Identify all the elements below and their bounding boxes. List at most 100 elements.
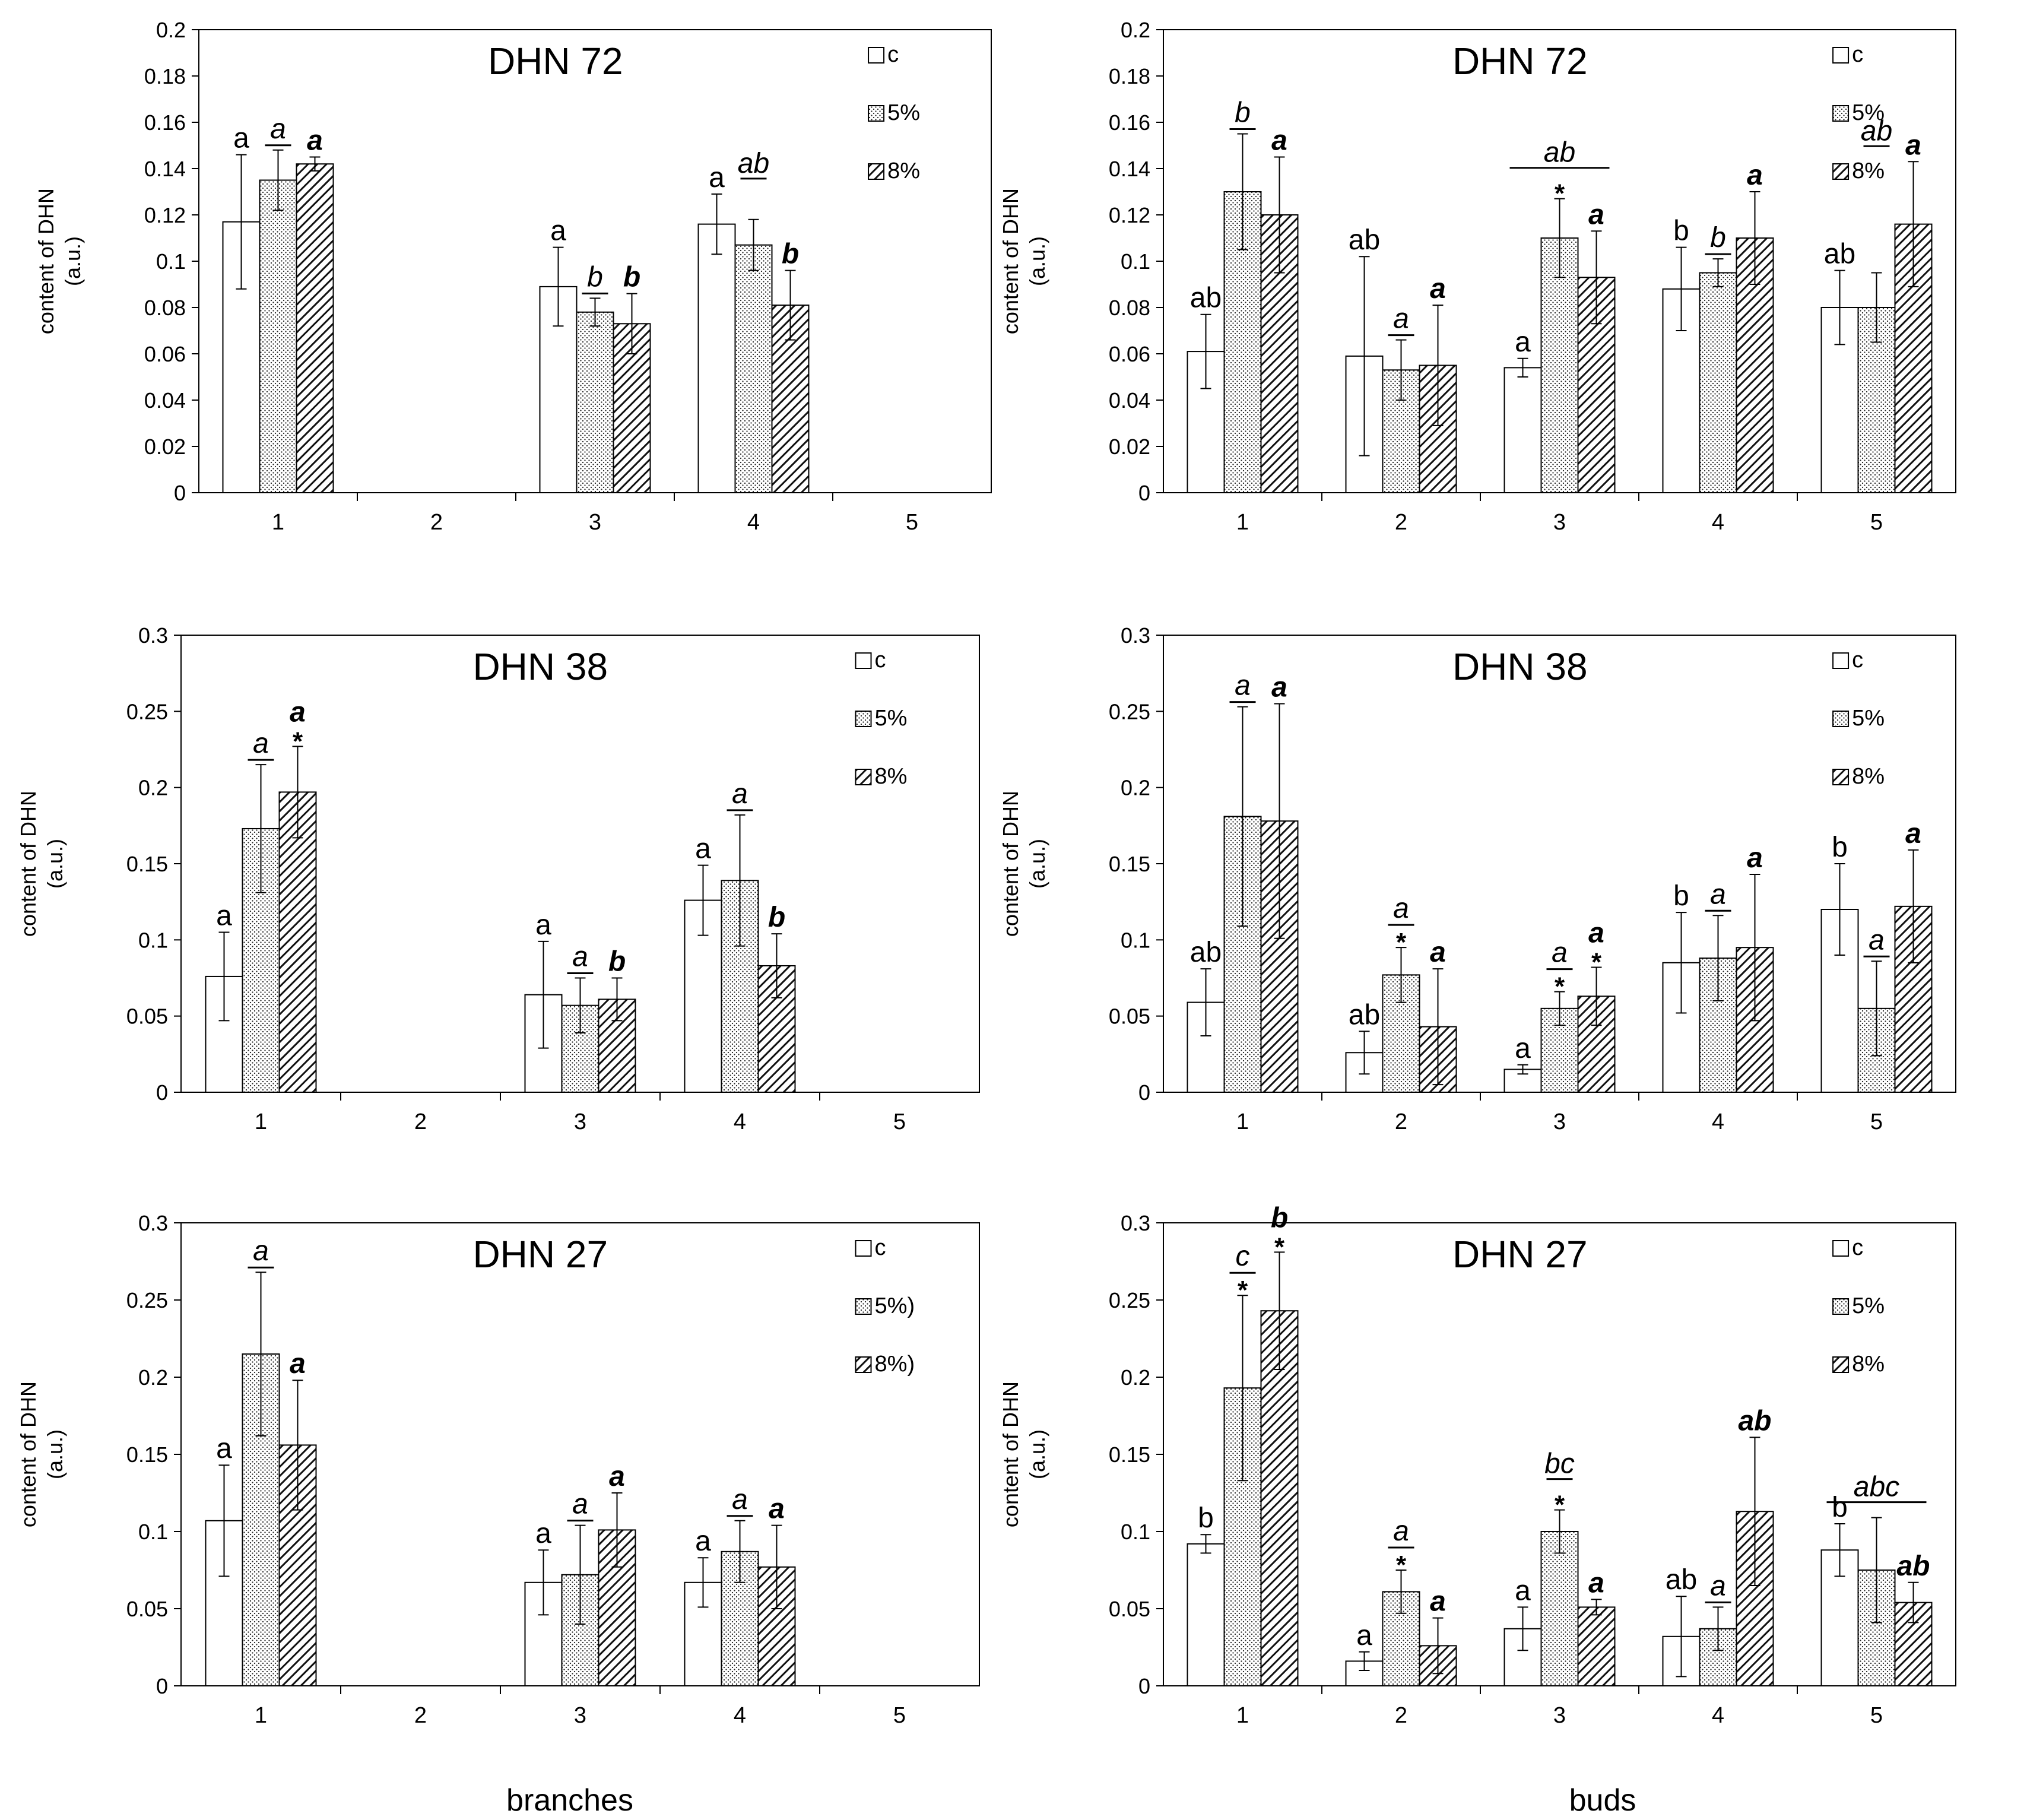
legend-label: c — [875, 648, 886, 673]
group-letter: a — [1588, 1567, 1604, 1599]
bar-8%-2 — [1419, 364, 1457, 493]
y-axis-label-units: (a.u.) — [1025, 839, 1049, 889]
significance-star: * — [293, 727, 303, 756]
group-letter: a — [1515, 1575, 1531, 1606]
x-tick-label: 5 — [1870, 1109, 1883, 1134]
group-letter: a — [572, 1489, 588, 1520]
span-letter: ab — [1861, 115, 1892, 147]
y-tick-label: 0.25 — [126, 1288, 168, 1312]
group-letter: a — [1271, 125, 1287, 157]
y-tick-label: 0.05 — [1109, 1004, 1150, 1029]
group-letter: a — [1515, 1033, 1531, 1064]
bar-c-3 — [1503, 367, 1542, 494]
x-tick-label: 2 — [1395, 1109, 1407, 1134]
y-tick-label: 0.3 — [1121, 1211, 1150, 1235]
x-tick-label: 3 — [1553, 510, 1566, 535]
y-tick-label: 0.15 — [1109, 1442, 1150, 1467]
legend-label: c — [1852, 42, 1863, 67]
x-tick-label: 4 — [1712, 1703, 1724, 1728]
y-tick-label: 0.15 — [1109, 852, 1150, 876]
legend-label: c — [887, 42, 899, 67]
bar-5%-4 — [1699, 272, 1737, 493]
group-letter: a — [1588, 918, 1604, 949]
y-axis-label: content of DHN — [16, 1381, 40, 1527]
legend-label: 8% — [1852, 158, 1885, 183]
y-tick-label: 0.2 — [1121, 1365, 1150, 1390]
group-letter: a — [1552, 937, 1568, 969]
charts-layer: 00.020.040.060.080.10.120.140.160.180.2c… — [16, 18, 1956, 1728]
y-tick-label: 0.25 — [1109, 699, 1150, 724]
legend-swatch — [855, 652, 872, 669]
group-letter: a — [1430, 937, 1446, 968]
group-letter: b — [1832, 1492, 1848, 1523]
y-tick-label: 0 — [156, 1080, 168, 1105]
y-tick-label: 0.3 — [138, 1211, 168, 1235]
significance-star: * — [1274, 1232, 1285, 1261]
group-letter: a — [270, 113, 286, 145]
legend-swatch — [1832, 1240, 1850, 1257]
legend-label: 8% — [1852, 764, 1885, 789]
group-letter: ab — [1738, 1405, 1771, 1437]
y-axis-label: content of DHN — [998, 791, 1023, 937]
legend-swatch — [1832, 105, 1850, 122]
x-tick-label: 5 — [1870, 510, 1883, 535]
x-tick-label: 5 — [893, 1703, 906, 1728]
legend-label: c — [1852, 1235, 1863, 1260]
legend-label: 5% — [1852, 706, 1885, 731]
x-tick-label: 3 — [1553, 1109, 1566, 1134]
bar-5%-3 — [1540, 1531, 1579, 1686]
y-tick-label: 0.05 — [126, 1004, 168, 1029]
y-tick-label: 0.2 — [1121, 18, 1150, 42]
group-letter: b — [608, 946, 626, 978]
group-letter: b — [587, 261, 603, 293]
group-letter: a — [1393, 1515, 1409, 1547]
group-letter: ab — [1349, 224, 1380, 256]
chart-title: DHN 38 — [472, 645, 608, 688]
y-tick-label: 0.18 — [144, 64, 186, 88]
group-letter: b — [1198, 1502, 1214, 1534]
y-tick-label: 0.16 — [1109, 110, 1150, 135]
group-letter: b — [1673, 880, 1689, 912]
significance-star: * — [1396, 1551, 1407, 1580]
y-tick-label: 0.02 — [1109, 435, 1150, 459]
group-letter: a — [1515, 326, 1531, 358]
legend-swatch — [855, 1240, 872, 1257]
legend-label: 5%) — [875, 1293, 915, 1318]
chart-dhn38-branches: 0 0.05 0.1 0.15 0.2 0.25 0.3 content of DHN (a.u… — [16, 623, 980, 1134]
y-tick-label: 0.3 — [138, 623, 168, 648]
legend-swatch — [1832, 769, 1850, 785]
legend-label: 8% — [875, 764, 908, 789]
y-tick-label: 0.05 — [1109, 1597, 1150, 1621]
y-tick-label: 0.16 — [144, 110, 186, 135]
legend-swatch — [868, 105, 885, 122]
group-letter: a — [216, 901, 232, 932]
y-tick-label: 0.18 — [1109, 64, 1150, 88]
group-letter: a — [1393, 893, 1409, 924]
y-axis-label-units: (a.u.) — [61, 236, 85, 286]
x-tick-label: 2 — [1395, 510, 1407, 535]
y-tick-label: 0 — [1138, 481, 1150, 505]
x-tick-label: 2 — [1395, 1703, 1407, 1728]
chart-dhn27-branches: 0 0.05 0.1 0.15 0.2 0.25 0.3 content of DHN (a.u… — [16, 1211, 980, 1728]
group-letter: a — [1356, 1620, 1372, 1651]
group-letter: a — [609, 1461, 625, 1492]
x-tick-label: 5 — [906, 510, 918, 535]
group-letter: ab — [1190, 283, 1222, 314]
chart-dhn72-buds: 0 0.02 0.04 0.06 0.08 0.1 0.12 0.14 0.16 0.18 0.2 c… — [998, 18, 1956, 535]
group-letter: a — [233, 123, 249, 154]
y-axis-label: content of DHN — [34, 188, 58, 334]
significance-star: * — [1555, 972, 1565, 1001]
legend-swatch — [1832, 163, 1850, 180]
y-tick-label: 0.25 — [126, 699, 168, 724]
group-letter: ab — [1824, 239, 1855, 270]
y-tick-label: 0.05 — [126, 1597, 168, 1621]
group-letter: a — [709, 162, 725, 194]
group-letter: a — [1905, 818, 1921, 849]
span-letter: bc — [1544, 1448, 1575, 1480]
y-tick-label: 0.3 — [1121, 623, 1150, 648]
legend-swatch — [1832, 711, 1850, 727]
legend-label: 8%) — [875, 1352, 915, 1377]
legend-swatch — [1832, 1356, 1850, 1373]
x-tick-label: 2 — [430, 510, 443, 535]
y-axis-label-units: (a.u.) — [1025, 1429, 1049, 1479]
